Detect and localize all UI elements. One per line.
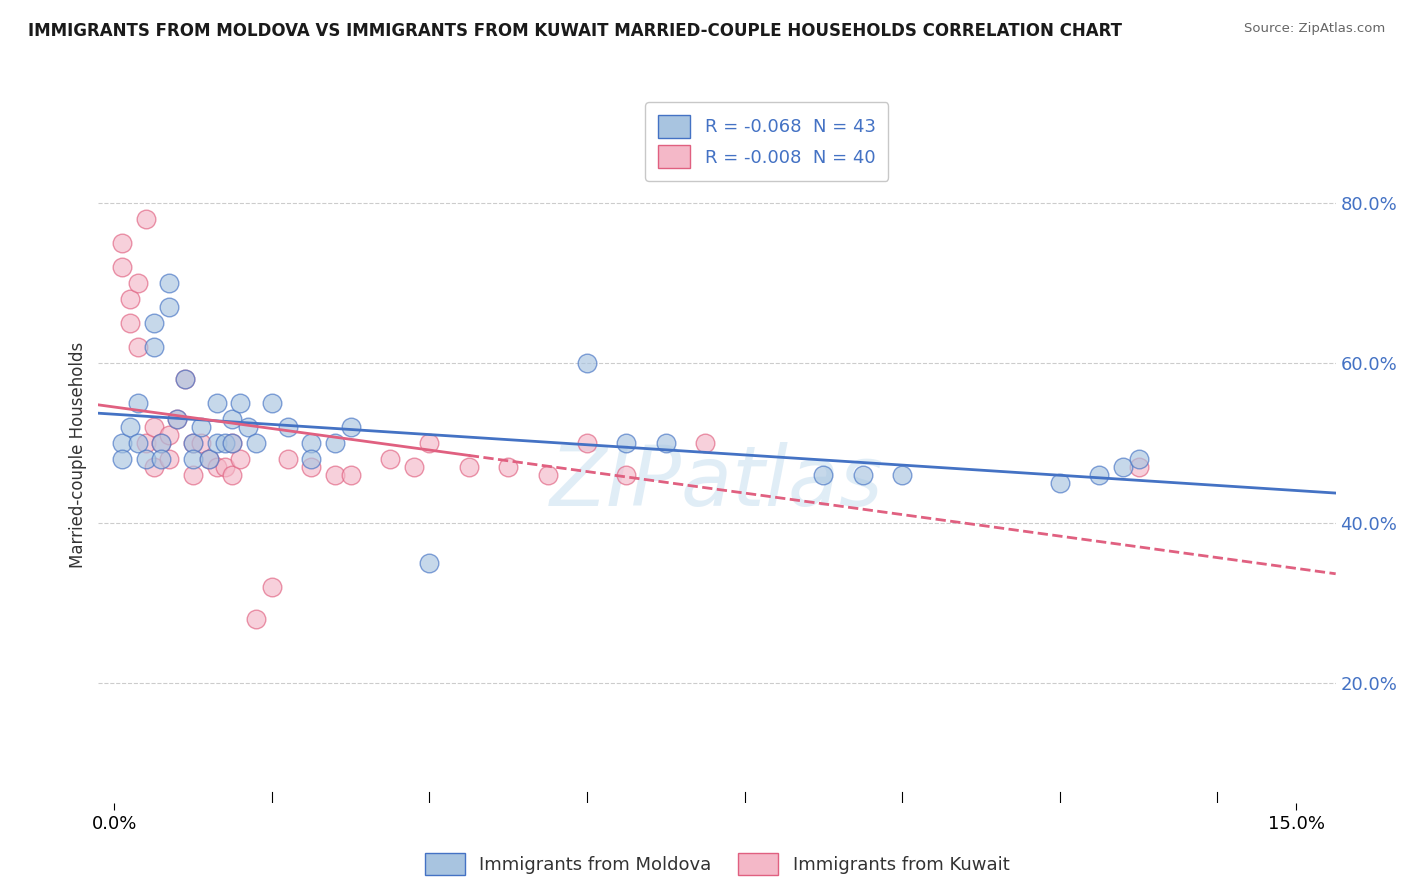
Point	[418, 436, 440, 450]
Point	[127, 396, 149, 410]
Point	[181, 451, 204, 466]
Point	[214, 436, 236, 450]
Point	[135, 436, 157, 450]
Point	[245, 612, 267, 626]
Point	[378, 451, 401, 466]
Point	[135, 451, 157, 466]
Point	[260, 396, 283, 410]
Point	[229, 451, 252, 466]
Point	[111, 436, 134, 450]
Point	[157, 428, 180, 442]
Point	[813, 467, 835, 482]
Point	[150, 436, 173, 450]
Point	[695, 436, 717, 450]
Point	[221, 436, 243, 450]
Point	[299, 436, 322, 450]
Point	[157, 276, 180, 290]
Point	[118, 420, 141, 434]
Point	[277, 451, 299, 466]
Point	[299, 451, 322, 466]
Point	[536, 467, 558, 482]
Point	[135, 212, 157, 227]
Text: Source: ZipAtlas.com: Source: ZipAtlas.com	[1244, 22, 1385, 36]
Point	[127, 276, 149, 290]
Point	[457, 459, 479, 474]
Point	[205, 436, 228, 450]
Point	[221, 412, 243, 426]
Point	[229, 396, 252, 410]
Point	[174, 372, 197, 386]
Point	[221, 436, 243, 450]
Point	[1088, 467, 1111, 482]
Point	[111, 235, 134, 250]
Text: IMMIGRANTS FROM MOLDOVA VS IMMIGRANTS FROM KUWAIT MARRIED-COUPLE HOUSEHOLDS CORR: IMMIGRANTS FROM MOLDOVA VS IMMIGRANTS FR…	[28, 22, 1122, 40]
Point	[205, 396, 228, 410]
Point	[277, 420, 299, 434]
Point	[496, 459, 519, 474]
Point	[181, 436, 204, 450]
Legend: Immigrants from Moldova, Immigrants from Kuwait: Immigrants from Moldova, Immigrants from…	[416, 844, 1018, 884]
Point	[245, 436, 267, 450]
Point	[197, 451, 219, 466]
Point	[150, 451, 173, 466]
Point	[205, 459, 228, 474]
Point	[190, 420, 212, 434]
Point	[655, 436, 678, 450]
Point	[157, 451, 180, 466]
Point	[1112, 459, 1135, 474]
Point	[236, 420, 259, 434]
Point	[1049, 475, 1071, 490]
Point	[852, 467, 875, 482]
Point	[174, 372, 197, 386]
Point	[339, 467, 361, 482]
Point	[260, 580, 283, 594]
Point	[118, 316, 141, 330]
Point	[142, 459, 165, 474]
Point	[1128, 459, 1150, 474]
Point	[166, 412, 188, 426]
Point	[127, 340, 149, 354]
Point	[616, 467, 638, 482]
Point	[118, 292, 141, 306]
Point	[299, 459, 322, 474]
Point	[142, 316, 165, 330]
Point	[127, 436, 149, 450]
Point	[214, 459, 236, 474]
Point	[111, 260, 134, 274]
Point	[181, 467, 204, 482]
Point	[323, 467, 346, 482]
Point	[197, 451, 219, 466]
Point	[418, 556, 440, 570]
Point	[166, 412, 188, 426]
Point	[891, 467, 914, 482]
Point	[1128, 451, 1150, 466]
Point	[157, 300, 180, 314]
Point	[402, 459, 425, 474]
Point	[616, 436, 638, 450]
Point	[576, 436, 599, 450]
Point	[190, 436, 212, 450]
Point	[142, 420, 165, 434]
Point	[181, 436, 204, 450]
Text: ZIPatlas: ZIPatlas	[550, 442, 884, 524]
Y-axis label: Married-couple Households: Married-couple Households	[69, 342, 87, 568]
Point	[111, 451, 134, 466]
Point	[221, 467, 243, 482]
Point	[339, 420, 361, 434]
Point	[142, 340, 165, 354]
Point	[576, 356, 599, 370]
Point	[323, 436, 346, 450]
Point	[150, 436, 173, 450]
